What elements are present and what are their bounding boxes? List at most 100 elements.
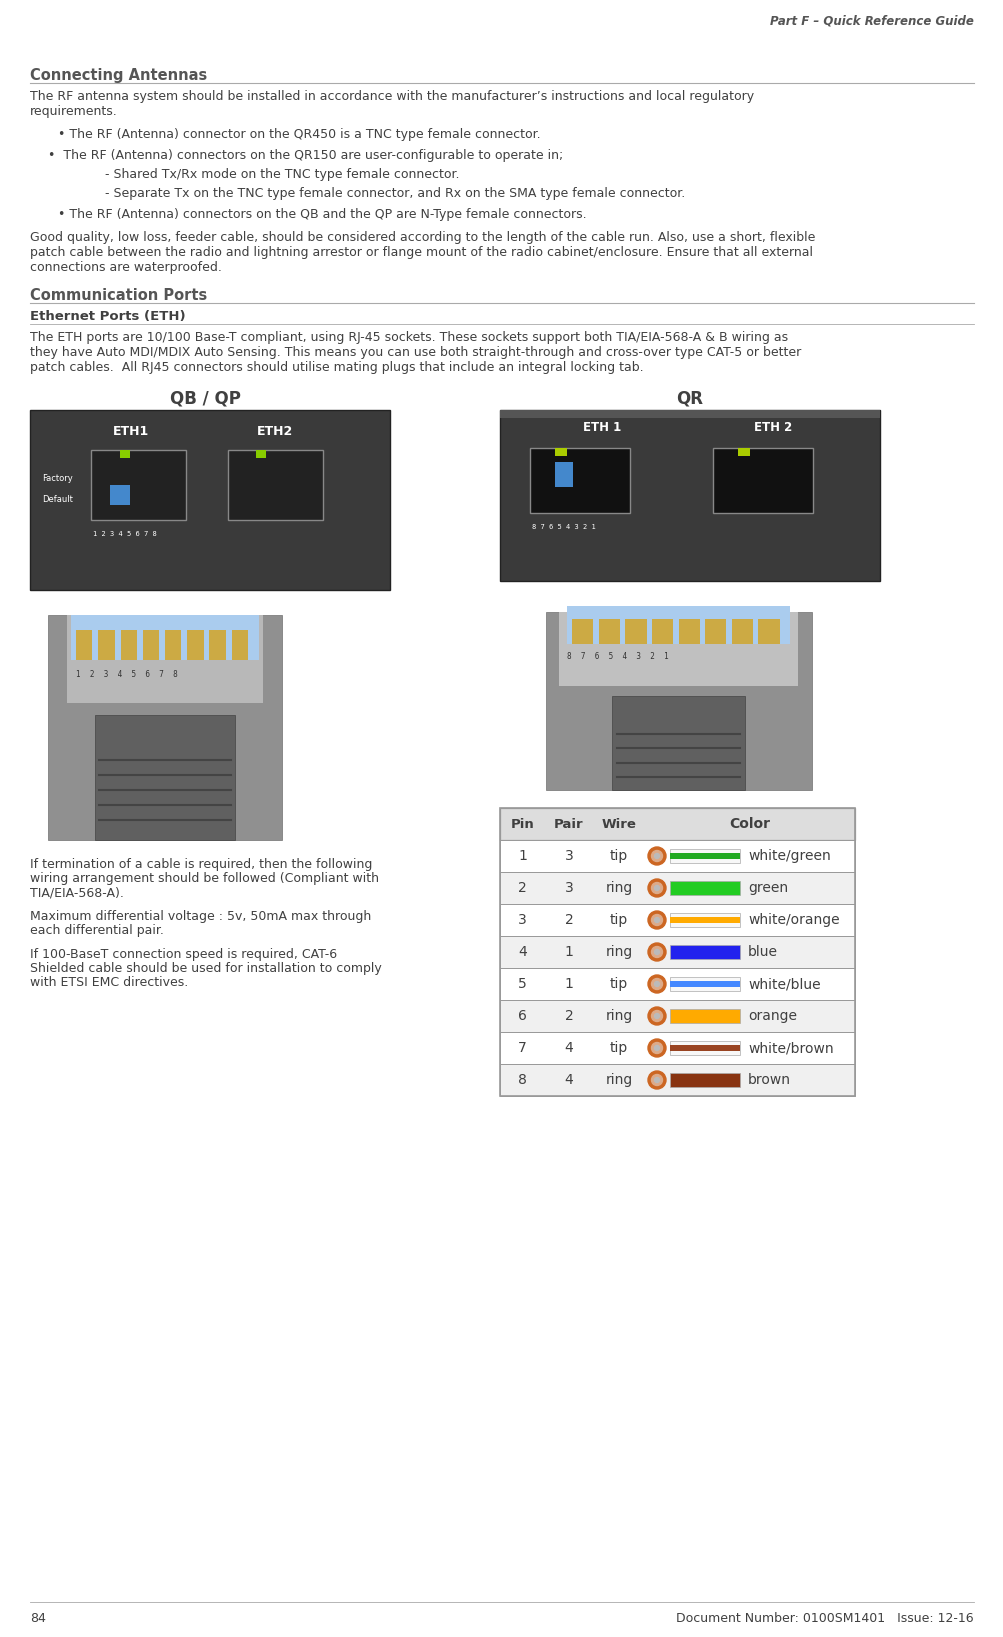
Bar <box>669 850 739 863</box>
Bar <box>76 630 92 660</box>
Circle shape <box>654 982 659 987</box>
Text: • The RF (Antenna) connectors on the QB and the QP are N-Type female connectors.: • The RF (Antenna) connectors on the QB … <box>58 208 586 221</box>
Bar <box>669 945 739 959</box>
Text: white/green: white/green <box>747 850 829 863</box>
Bar <box>142 630 159 660</box>
Circle shape <box>651 946 662 958</box>
Text: Communication Ports: Communication Ports <box>30 288 207 303</box>
Text: 3: 3 <box>564 881 573 895</box>
Bar <box>499 1064 855 1097</box>
Bar <box>669 1044 739 1051</box>
Text: The RF antenna system should be installed in accordance with the manufacturer’s : The RF antenna system should be installe… <box>30 90 753 103</box>
Text: each differential pair.: each differential pair. <box>30 923 163 936</box>
Text: ring: ring <box>605 1008 632 1023</box>
Bar <box>499 840 855 873</box>
Bar <box>232 630 248 660</box>
Text: Default: Default <box>42 496 73 504</box>
Bar <box>499 1000 855 1031</box>
Bar <box>119 450 129 458</box>
Text: 3: 3 <box>518 913 527 927</box>
Text: If termination of a cable is required, then the following: If termination of a cable is required, t… <box>30 858 372 871</box>
Circle shape <box>654 917 659 923</box>
Text: Good quality, low loss, feeder cable, should be considered according to the leng: Good quality, low loss, feeder cable, sh… <box>30 231 814 244</box>
Bar <box>625 619 646 643</box>
Bar <box>704 619 726 643</box>
Bar <box>91 450 186 519</box>
Circle shape <box>654 886 659 891</box>
Text: 1: 1 <box>564 977 573 990</box>
Bar <box>559 612 797 686</box>
Circle shape <box>647 912 665 930</box>
Bar <box>731 619 752 643</box>
Text: Wire: Wire <box>601 817 636 830</box>
Text: with ETSI EMC directives.: with ETSI EMC directives. <box>30 976 189 989</box>
Circle shape <box>651 915 662 925</box>
Text: 1 2 3 4 5 6 7 8: 1 2 3 4 5 6 7 8 <box>93 530 156 537</box>
Bar <box>737 447 749 455</box>
Text: white/orange: white/orange <box>747 913 839 927</box>
Bar <box>499 809 855 840</box>
Text: 3: 3 <box>564 850 573 863</box>
Bar <box>98 630 114 660</box>
Text: 2: 2 <box>564 1008 573 1023</box>
Bar <box>164 630 182 660</box>
Circle shape <box>647 976 665 994</box>
Text: 6: 6 <box>518 1008 527 1023</box>
Text: ring: ring <box>605 1072 632 1087</box>
Text: Factory: Factory <box>42 473 72 483</box>
Bar <box>30 409 389 589</box>
Circle shape <box>651 1043 662 1054</box>
Bar <box>48 616 282 840</box>
Text: QR: QR <box>676 390 703 408</box>
Bar <box>210 630 226 660</box>
Text: Part F – Quick Reference Guide: Part F – Quick Reference Guide <box>769 15 973 28</box>
Text: 4: 4 <box>518 945 527 959</box>
Bar <box>669 977 739 990</box>
Bar <box>120 630 136 660</box>
Text: 7: 7 <box>518 1041 527 1054</box>
Text: blue: blue <box>747 945 777 959</box>
Bar <box>71 616 259 660</box>
Text: 5: 5 <box>518 977 527 990</box>
Bar <box>499 936 855 967</box>
Text: tip: tip <box>609 850 628 863</box>
Circle shape <box>654 949 659 954</box>
Text: ETH 1: ETH 1 <box>583 421 621 434</box>
Bar <box>499 409 879 581</box>
Text: QB / QP: QB / QP <box>170 390 240 408</box>
Circle shape <box>651 979 662 989</box>
Text: Ethernet Ports (ETH): Ethernet Ports (ETH) <box>30 309 186 322</box>
Circle shape <box>647 879 665 897</box>
Bar <box>678 619 699 643</box>
Text: 8  7  6  5  4  3  2  1: 8 7 6 5 4 3 2 1 <box>567 652 668 661</box>
Text: Maximum differential voltage : 5v, 50mA max through: Maximum differential voltage : 5v, 50mA … <box>30 910 371 923</box>
Bar <box>712 447 812 512</box>
Circle shape <box>651 1074 662 1085</box>
Circle shape <box>651 882 662 894</box>
Circle shape <box>647 846 665 864</box>
Bar <box>669 881 739 895</box>
Bar <box>651 619 673 643</box>
Bar <box>499 409 879 417</box>
Bar <box>555 462 573 486</box>
Bar <box>499 967 855 1000</box>
Circle shape <box>647 1039 665 1058</box>
Text: patch cable between the radio and lightning arrestor or flange mount of the radi: patch cable between the radio and lightn… <box>30 246 812 259</box>
Bar <box>669 853 739 859</box>
Bar <box>669 1008 739 1023</box>
Circle shape <box>647 1007 665 1025</box>
Text: ETH2: ETH2 <box>257 426 293 439</box>
Text: 84: 84 <box>30 1612 46 1626</box>
Text: TIA/EIA-568-A).: TIA/EIA-568-A). <box>30 886 123 899</box>
Bar <box>669 1072 739 1087</box>
Bar <box>499 873 855 904</box>
Text: ring: ring <box>605 881 632 895</box>
Text: 8: 8 <box>518 1072 527 1087</box>
Bar <box>187 630 204 660</box>
Text: 4: 4 <box>564 1041 573 1054</box>
Bar <box>598 619 620 643</box>
Circle shape <box>654 1077 659 1082</box>
Text: green: green <box>747 881 787 895</box>
Text: requirements.: requirements. <box>30 105 117 118</box>
Text: white/brown: white/brown <box>747 1041 832 1054</box>
